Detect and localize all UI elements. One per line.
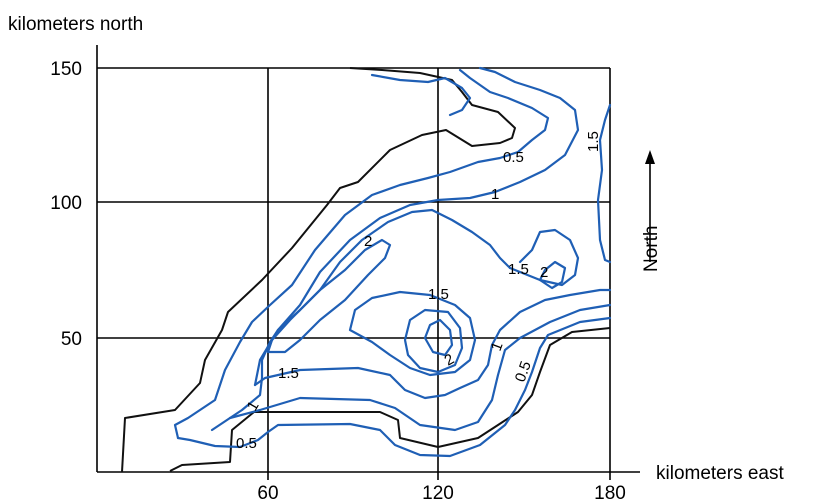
label-1.5-mid-right: 1.5 <box>508 261 529 278</box>
x-axis-title: kilometers east <box>656 463 784 484</box>
contour-1.5-center <box>348 290 477 377</box>
label-2-center: 2 <box>442 351 458 370</box>
x-tick-60: 60 <box>257 483 278 502</box>
y-axis-title: kilometers north <box>8 14 143 35</box>
contour-2-center <box>403 308 464 374</box>
contour-1.5-left <box>253 208 512 387</box>
label-0.5-bottom: 0.5 <box>236 435 257 452</box>
contours <box>173 66 612 458</box>
boundary-main <box>121 67 516 473</box>
contour-1.5-lower <box>253 288 612 400</box>
y-tick-50: 50 <box>61 329 82 350</box>
x-tick-120: 120 <box>422 483 454 502</box>
north-indicator: North <box>641 150 662 272</box>
contour-1-inner-bottom <box>228 303 612 432</box>
label-0.5-top: 0.5 <box>503 149 524 166</box>
label-1.5-center: 1.5 <box>428 286 449 303</box>
contour-1 <box>210 66 580 432</box>
contour-1.5-lake-right <box>508 228 580 287</box>
north-arrow-icon <box>645 150 655 164</box>
basin-boundary <box>121 67 611 473</box>
boundary-bottom <box>169 327 611 472</box>
contour-0.5-bottom <box>176 316 612 458</box>
label-1.5-right: 1.5 <box>585 131 602 152</box>
contour-2-right <box>538 260 567 290</box>
x-tick-180: 180 <box>594 483 626 502</box>
y-tick-100: 100 <box>50 193 82 214</box>
contour-top-fragment <box>370 73 472 117</box>
grid <box>96 45 640 480</box>
north-label: North <box>641 226 662 272</box>
label-2-right: 2 <box>540 264 548 281</box>
label-1-top: 1 <box>491 186 499 203</box>
label-1.5-left: 1.5 <box>278 365 299 382</box>
contour-1.5-right <box>596 103 612 264</box>
contour-0.5-outer <box>173 68 550 440</box>
y-tick-150: 150 <box>50 59 82 80</box>
label-2-left: 2 <box>364 233 372 250</box>
contour-2-inner <box>423 318 454 357</box>
contour-2-left <box>266 238 392 354</box>
label-0.5-lower-right: 0.5 <box>512 359 535 384</box>
